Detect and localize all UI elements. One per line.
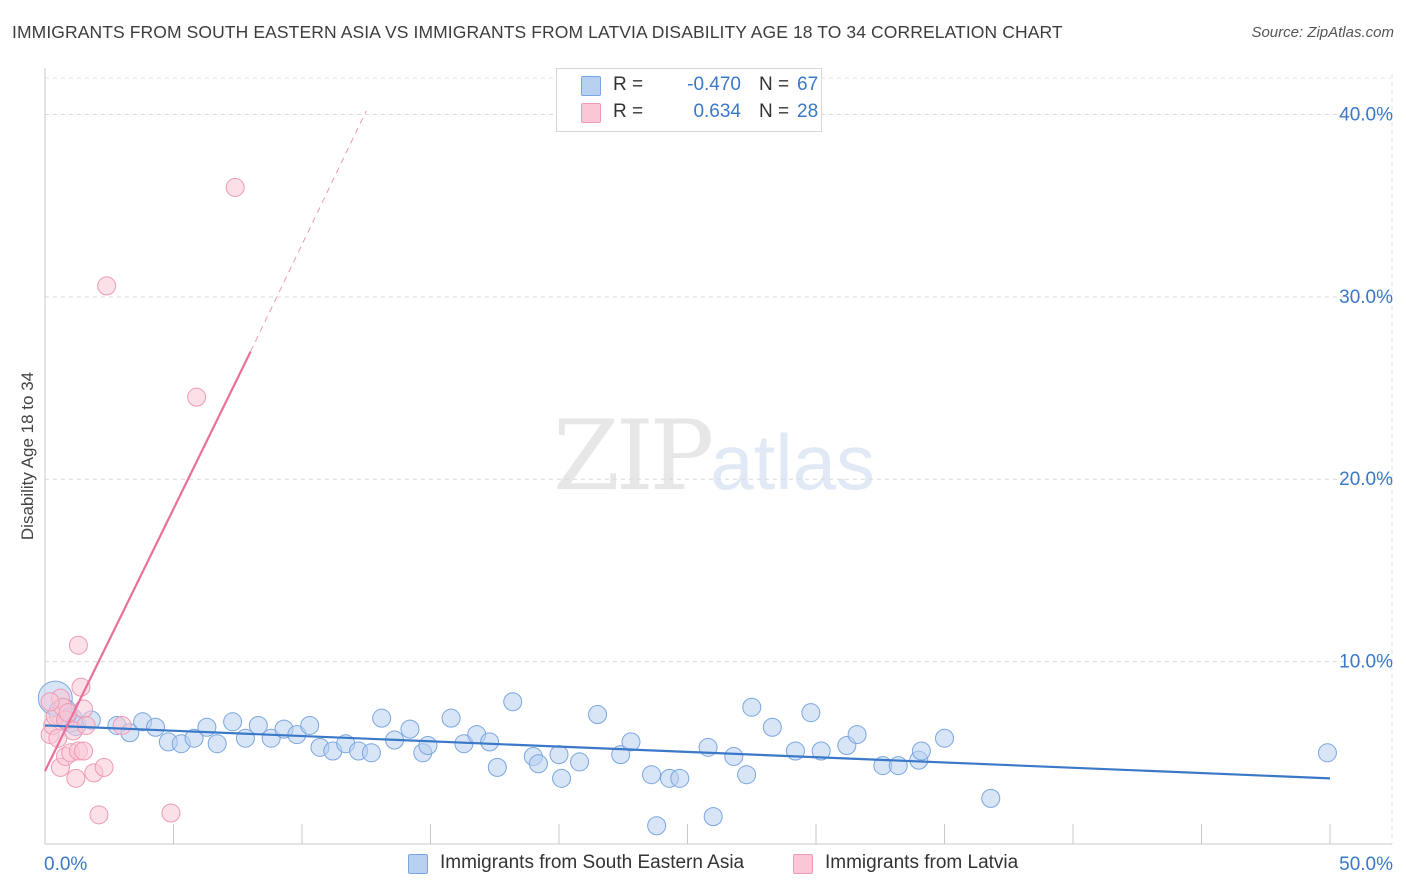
data-point <box>184 728 204 748</box>
data-point <box>621 732 641 752</box>
tick-labels: 10.0% 20.0% 30.0% 40.0% 0.0% 50.0% <box>44 104 1393 875</box>
trend-lines <box>44 110 1331 780</box>
data-point <box>207 734 227 754</box>
data-point <box>549 745 569 765</box>
data-point <box>528 754 548 774</box>
data-point <box>647 816 667 836</box>
legend-n-label: N = <box>759 74 790 95</box>
legend-r-label: R = <box>613 74 644 95</box>
y-axis-label: Disability Age 18 to 34 <box>18 371 37 541</box>
data-point <box>112 715 132 735</box>
bottom-legend-swatch-pink <box>793 854 813 874</box>
series-latvia-points <box>40 177 245 825</box>
bottom-legend-label: Immigrants from Latvia <box>825 852 1019 873</box>
data-point <box>225 177 245 197</box>
data-point <box>724 746 744 766</box>
data-point <box>68 635 88 655</box>
data-point <box>223 712 243 732</box>
trend-line <box>44 351 252 772</box>
data-point <box>418 736 438 756</box>
legend-r-value: -0.470 <box>687 74 741 95</box>
data-point <box>300 715 320 735</box>
axes <box>44 68 1392 845</box>
legend-n-value: 67 <box>797 74 819 95</box>
legend-swatch-pink <box>581 103 601 123</box>
data-point <box>94 757 114 777</box>
data-point <box>847 725 867 745</box>
legend-r-value: 0.634 <box>693 101 741 122</box>
data-point <box>361 743 381 763</box>
data-point <box>811 741 831 761</box>
data-point <box>742 697 762 717</box>
data-point <box>400 719 420 739</box>
data-point <box>503 692 523 712</box>
x-tick-label: 0.0% <box>44 854 87 875</box>
y-tick-label: 30.0% <box>1339 287 1393 308</box>
trend-line <box>44 724 1331 780</box>
data-point <box>588 705 608 725</box>
chart-title: IMMIGRANTS FROM SOUTH EASTERN ASIA VS IM… <box>12 22 1063 42</box>
data-point <box>552 768 572 788</box>
data-point <box>911 741 931 761</box>
bottom-legend-swatch-blue <box>408 854 428 874</box>
legend-n-value: 28 <box>797 101 819 122</box>
data-point <box>197 717 217 737</box>
y-tick-label: 10.0% <box>1339 652 1393 673</box>
data-point <box>981 788 1001 808</box>
data-point <box>441 708 461 728</box>
data-point <box>97 276 117 296</box>
data-point <box>74 741 94 761</box>
trend-line-extension <box>250 110 367 352</box>
bottom-legend-label: Immigrants from South Eastern Asia <box>440 852 745 873</box>
data-point <box>570 752 590 772</box>
data-point <box>670 768 690 788</box>
data-point <box>89 805 109 825</box>
data-point <box>74 699 94 719</box>
data-point <box>762 717 782 737</box>
data-point <box>187 387 207 407</box>
legend-n-label: N = <box>759 101 790 122</box>
data-point <box>372 708 392 728</box>
data-point <box>66 768 86 788</box>
x-tick-label: 50.0% <box>1339 854 1393 875</box>
data-point <box>40 692 60 712</box>
data-point <box>642 765 662 785</box>
data-point <box>487 757 507 777</box>
data-point <box>703 807 723 827</box>
data-point <box>76 715 96 735</box>
watermark-zip: ZIP <box>553 400 714 512</box>
legend-r-label: R = <box>613 101 644 122</box>
correlation-legend: R = -0.470 N = 67 R = 0.634 N = 28 <box>556 68 822 132</box>
legend-swatch-blue <box>581 76 601 96</box>
series-south-eastern-asia-points <box>37 680 1337 836</box>
data-point <box>1317 743 1337 763</box>
data-point <box>480 732 500 752</box>
watermark: ZIPatlas <box>553 400 875 512</box>
data-point <box>801 703 821 723</box>
source-label: Source: ZipAtlas.com <box>1251 24 1394 41</box>
data-point <box>146 717 166 737</box>
y-tick-label: 40.0% <box>1339 104 1393 125</box>
watermark-atlas: atlas <box>710 418 875 506</box>
y-tick-label: 20.0% <box>1339 469 1393 490</box>
gridlines <box>45 74 1393 844</box>
data-point <box>737 765 757 785</box>
data-point <box>161 803 181 823</box>
data-point <box>935 728 954 748</box>
